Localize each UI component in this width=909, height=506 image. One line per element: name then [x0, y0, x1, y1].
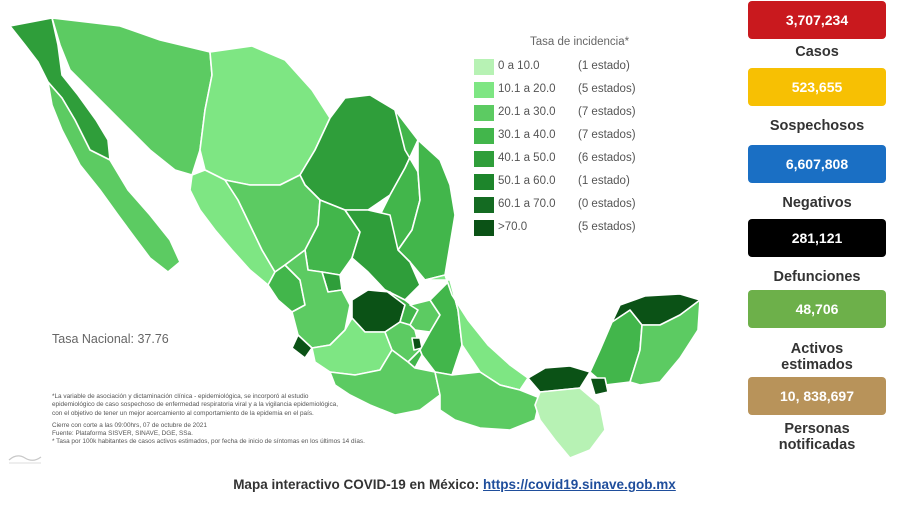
legend-count: (0 estados)	[578, 198, 636, 210]
footnote-line: epidemiológico de caso sospechoso de enf…	[52, 401, 338, 409]
personas-label-line: Personas	[784, 421, 850, 437]
legend-swatch	[474, 59, 494, 75]
legend-swatch	[474, 128, 494, 144]
state-sonora	[51, 17, 213, 176]
legend-row: 30.1 a 40.0 (7 estados)	[474, 127, 664, 145]
footnote-line: Cierre con corte a las 09:00hrs, 07 de o…	[52, 421, 207, 429]
national-rate: Tasa Nacional: 37.76	[52, 332, 169, 346]
casos-label: Casos	[795, 44, 839, 60]
state-chiapas	[534, 387, 606, 459]
legend-row: 20.1 a 30.0 (7 estados)	[474, 104, 664, 122]
activos-box: 48,706	[748, 290, 886, 328]
legend-count: (5 estados)	[578, 83, 636, 95]
negativos-label: Negativos	[782, 195, 852, 211]
activos-label-line: Activos	[790, 341, 844, 357]
state-oaxaca	[434, 371, 541, 431]
legend-row: 40.1 a 50.0 (6 estados)	[474, 150, 664, 168]
legend-range: 50.1 a 60.0	[498, 175, 556, 187]
footnotes: *La variable de asociación y dictaminaci…	[52, 393, 412, 447]
legend-row: 60.1 a 70.0 (0 estados)	[474, 196, 664, 214]
defunciones-box: 281,121	[748, 219, 886, 257]
defunciones-label: Defunciones	[773, 269, 861, 285]
personas-label: Personas notificadas	[742, 421, 892, 453]
legend-swatch	[474, 105, 494, 121]
legend-swatch	[474, 151, 494, 167]
sospechosos-label: Sospechosos	[769, 118, 865, 134]
footnote-line: Fuente: Plataforma SISVER, SINAVE, DGE, …	[52, 430, 193, 438]
legend-count: (6 estados)	[578, 152, 636, 164]
legend-range: 60.1 a 70.0	[498, 198, 556, 210]
legend-swatch	[474, 197, 494, 213]
legend-swatch	[474, 220, 494, 236]
state-colima	[291, 334, 313, 359]
personas-box: 10, 838,697	[748, 377, 886, 415]
legend-swatch	[474, 174, 494, 190]
state-baja-california-sur	[47, 81, 181, 273]
state-quintana-roo	[629, 299, 701, 386]
legend-count: (7 estados)	[578, 129, 636, 141]
sospechosos-box: 523,655	[748, 68, 886, 106]
legend-count: (7 estados)	[578, 106, 636, 118]
legend-range: 30.1 a 40.0	[498, 129, 556, 141]
mexico-states-map	[9, 17, 701, 459]
footnote-line: con el objetivo de tener un mejor acerca…	[52, 409, 314, 417]
wave-logo-icon	[8, 455, 42, 464]
negativos-box: 6,607,808	[748, 145, 886, 183]
legend-range: 10.1 a 20.0	[498, 83, 556, 95]
interactive-map-prefix: Mapa interactivo COVID-19 en México:	[233, 477, 484, 492]
legend-row: >70.0 (5 estados)	[474, 219, 664, 237]
legend-count: (5 estados)	[578, 221, 636, 233]
incidence-map	[9, 17, 701, 459]
legend-count: (1 estado)	[578, 175, 630, 187]
interactive-map-link[interactable]: https://covid19.sinave.gob.mx	[483, 477, 676, 492]
legend-count: (1 estado)	[578, 60, 630, 72]
legend-row: 50.1 a 60.0 (1 estado)	[474, 173, 664, 191]
personas-label-line: notificadas	[778, 437, 856, 453]
state-tabasco-east	[589, 377, 609, 396]
legend-row: 0 a 10.0 (1 estado)	[474, 58, 664, 76]
state-veracruz	[424, 274, 529, 391]
legend-swatch	[474, 82, 494, 98]
activos-label: Activos estimados	[742, 341, 892, 373]
legend-row: 10.1 a 20.0 (5 estados)	[474, 81, 664, 99]
legend-range: 40.1 a 50.0	[498, 152, 556, 164]
casos-box: 3,707,234	[748, 1, 886, 39]
footnote-line: * Tasa por 100k habitantes de casos acti…	[52, 438, 365, 446]
state-san-luis-potosi	[344, 209, 421, 301]
activos-label-line: estimados	[781, 357, 853, 373]
footnote-line: *La variable de asociación y dictaminaci…	[52, 393, 309, 400]
legend-range: 20.1 a 30.0	[498, 106, 556, 118]
legend-range: 0 a 10.0	[498, 60, 540, 72]
legend-title: Tasa de incidencia*	[530, 36, 630, 48]
interactive-map-note: Mapa interactivo COVID-19 en México: htt…	[0, 477, 909, 492]
legend-range: >70.0	[498, 221, 528, 233]
